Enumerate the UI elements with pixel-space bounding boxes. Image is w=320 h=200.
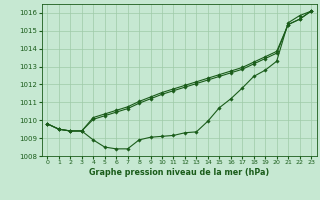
X-axis label: Graphe pression niveau de la mer (hPa): Graphe pression niveau de la mer (hPa) — [89, 168, 269, 177]
